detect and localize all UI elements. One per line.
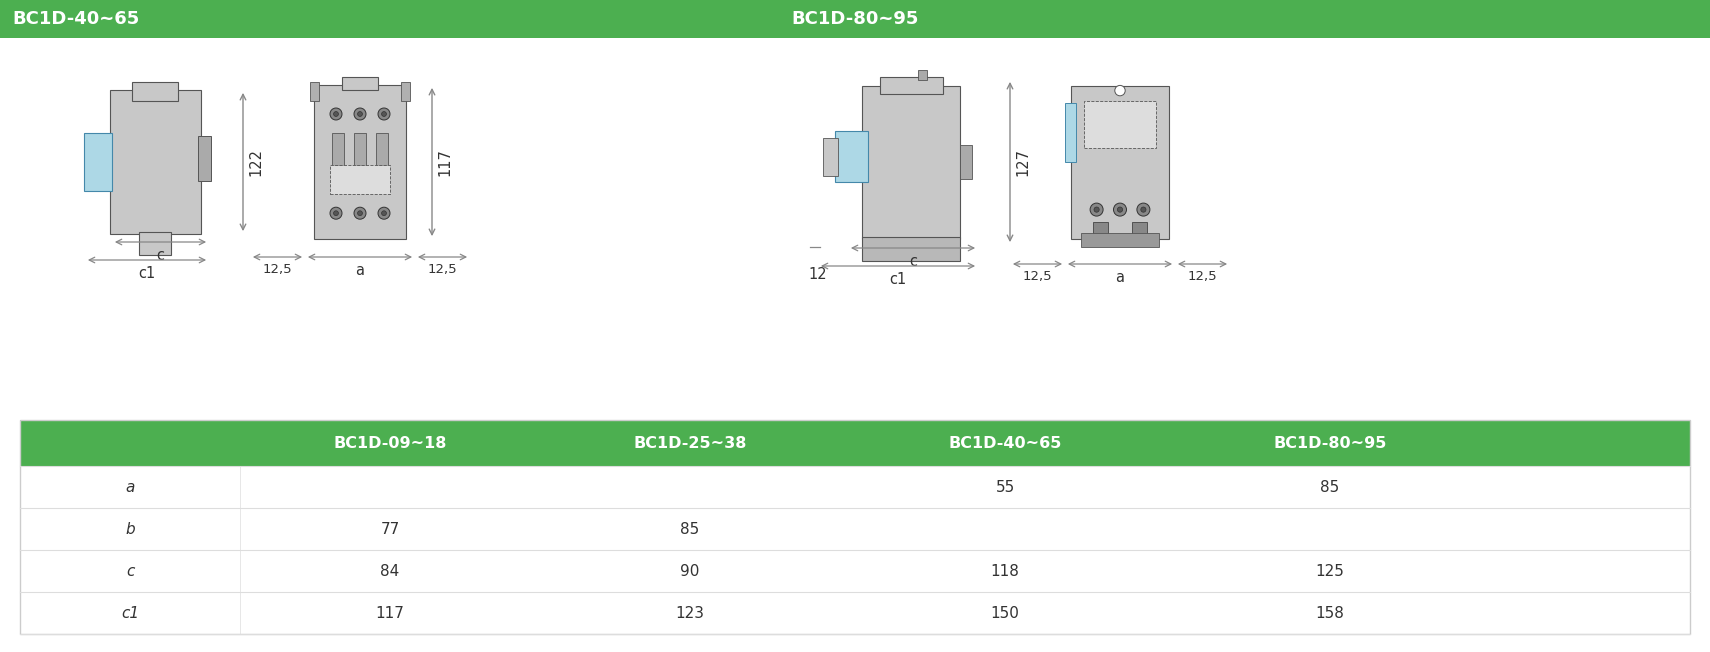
Text: 12,5: 12,5 (263, 263, 292, 276)
Text: BC1D-80~95: BC1D-80~95 (792, 10, 918, 28)
Circle shape (354, 108, 366, 120)
Circle shape (1137, 203, 1149, 216)
Circle shape (1117, 207, 1122, 212)
Circle shape (1094, 207, 1100, 212)
Circle shape (330, 207, 342, 219)
Bar (354, 133, 366, 165)
Bar (0, 0, 1710, 38)
Text: 12,5: 12,5 (1023, 270, 1052, 283)
Text: c1: c1 (121, 606, 139, 621)
Bar (959, 145, 971, 179)
Circle shape (1089, 203, 1103, 216)
Circle shape (330, 108, 342, 120)
Bar (342, 77, 378, 90)
Text: 117: 117 (438, 148, 451, 176)
Bar (862, 85, 959, 239)
Bar (315, 85, 405, 239)
Text: 158: 158 (1315, 606, 1344, 621)
Text: 55: 55 (995, 479, 1014, 494)
Bar (376, 133, 388, 165)
Text: 122: 122 (248, 148, 263, 176)
Text: 117: 117 (376, 606, 405, 621)
Text: BC1D-25~38: BC1D-25~38 (633, 436, 747, 451)
Text: c: c (127, 563, 133, 578)
Circle shape (378, 207, 390, 219)
Circle shape (1141, 207, 1146, 212)
Text: 12,5: 12,5 (1188, 270, 1218, 283)
Circle shape (354, 207, 366, 219)
Text: b: b (125, 522, 135, 537)
Circle shape (381, 211, 386, 216)
Bar (881, 77, 942, 94)
Bar (330, 165, 390, 194)
Text: 150: 150 (990, 606, 1019, 621)
Text: 84: 84 (380, 563, 400, 578)
Text: c1: c1 (889, 272, 906, 287)
Text: 90: 90 (681, 563, 699, 578)
Text: BC1D-09~18: BC1D-09~18 (333, 436, 446, 451)
Text: 12,5: 12,5 (428, 263, 457, 276)
Bar (1081, 233, 1159, 247)
Text: a: a (125, 479, 135, 494)
Bar (1093, 222, 1108, 239)
Circle shape (333, 211, 339, 216)
Text: BC1D-80~95: BC1D-80~95 (1274, 436, 1387, 451)
Circle shape (1113, 203, 1127, 216)
Text: c: c (157, 248, 164, 263)
Circle shape (357, 211, 363, 216)
Bar (21, 420, 1689, 634)
Text: c: c (910, 254, 917, 269)
Text: 125: 125 (1315, 563, 1344, 578)
Bar (1070, 85, 1170, 239)
Text: BC1D-40~65: BC1D-40~65 (949, 436, 1062, 451)
Text: 85: 85 (681, 522, 699, 537)
Bar (823, 138, 838, 175)
Text: 12: 12 (809, 267, 828, 282)
Text: a: a (1115, 270, 1125, 285)
Circle shape (1115, 85, 1125, 96)
Bar (1084, 101, 1156, 149)
Bar (132, 82, 178, 101)
Bar (198, 136, 210, 181)
Circle shape (333, 111, 339, 117)
Text: 118: 118 (990, 563, 1019, 578)
Bar (84, 133, 113, 191)
Text: 85: 85 (1320, 479, 1339, 494)
Text: 127: 127 (1016, 148, 1029, 176)
Bar (400, 82, 410, 101)
Text: 123: 123 (675, 606, 705, 621)
Bar (918, 70, 927, 80)
Text: c1: c1 (139, 266, 156, 281)
Bar (834, 132, 869, 183)
Circle shape (357, 111, 363, 117)
Bar (109, 90, 200, 234)
Bar (21, 420, 1689, 466)
Text: 77: 77 (380, 522, 400, 537)
Bar (862, 237, 959, 261)
Text: BC1D-40~65: BC1D-40~65 (12, 10, 139, 28)
Bar (310, 82, 320, 101)
Text: a: a (356, 263, 364, 278)
Bar (140, 232, 171, 255)
Bar (332, 133, 344, 165)
Circle shape (378, 108, 390, 120)
Bar (1132, 222, 1147, 239)
Circle shape (381, 111, 386, 117)
Bar (1065, 102, 1076, 162)
